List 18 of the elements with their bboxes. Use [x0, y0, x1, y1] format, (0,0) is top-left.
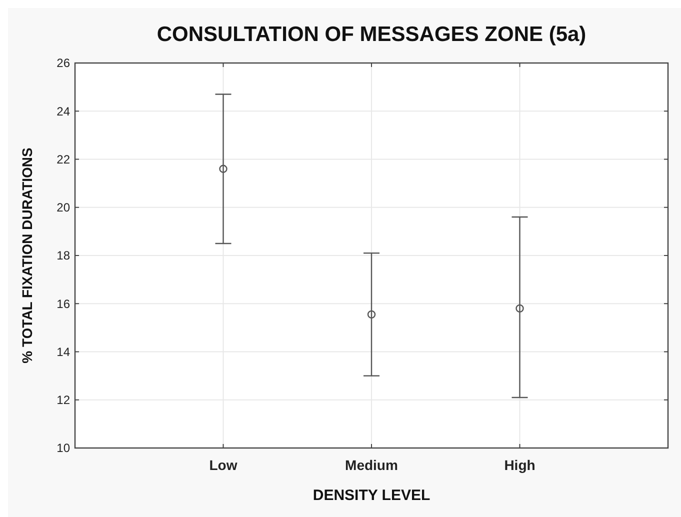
- y-tick-label: 10: [56, 441, 70, 456]
- y-tick-label: 16: [56, 296, 70, 311]
- y-tick-label: 26: [56, 56, 70, 70]
- y-axis-title: % TOTAL FIXATION DURATIONS: [19, 148, 35, 364]
- y-tick-label: 14: [56, 344, 70, 359]
- y-tick-label: 22: [56, 152, 70, 166]
- point: [219, 164, 228, 173]
- y-tick-label: 12: [56, 393, 70, 408]
- point: [516, 304, 524, 313]
- x-axis-title: DENSITY LEVEL: [312, 487, 430, 504]
- x-tick-label: Medium: [345, 457, 398, 473]
- point: [367, 310, 376, 319]
- x-tick-label: Low: [209, 457, 238, 473]
- chart-title: CONSULTATION OF MESSAGES ZONE (5a): [156, 23, 586, 46]
- y-tick-label: 24: [56, 104, 70, 118]
- y-tick-label: 18: [56, 248, 70, 263]
- y-tick-label: 20: [56, 200, 70, 215]
- x-tick-label: High: [504, 457, 536, 473]
